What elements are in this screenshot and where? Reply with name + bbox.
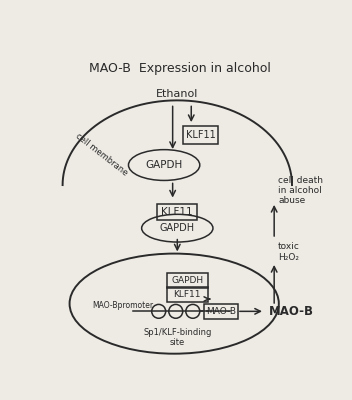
Text: toxic
H₂O₂: toxic H₂O₂: [278, 242, 300, 262]
Text: GAPDH: GAPDH: [160, 223, 195, 233]
Text: GAPDH: GAPDH: [145, 160, 183, 170]
Text: Sp1/KLF-binding
site: Sp1/KLF-binding site: [143, 328, 212, 347]
Text: cell death
in alcohol
abuse: cell death in alcohol abuse: [278, 176, 323, 205]
Text: MAO-B: MAO-B: [269, 305, 314, 318]
Text: KLF11: KLF11: [174, 290, 201, 299]
Text: MAO-Bpromoter: MAO-Bpromoter: [92, 302, 153, 310]
Text: MAO-B  Expression in alcohol: MAO-B Expression in alcohol: [89, 62, 271, 75]
Text: KLF11: KLF11: [186, 130, 215, 140]
Text: GAPDH: GAPDH: [171, 276, 203, 285]
Text: cell membrane: cell membrane: [74, 131, 129, 177]
Text: KLF11: KLF11: [162, 207, 193, 217]
Text: Ethanol: Ethanol: [156, 89, 199, 99]
Text: MAO-B: MAO-B: [206, 307, 236, 316]
